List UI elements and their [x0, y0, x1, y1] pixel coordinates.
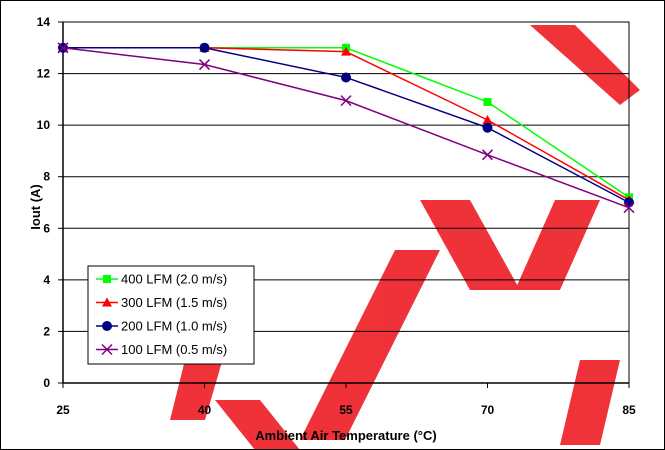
legend-item: 300 LFM (1.5 m/s): [96, 295, 227, 310]
x-tick-label: 70: [481, 403, 495, 417]
y-tick-label: 4: [43, 273, 50, 287]
legend-item: 100 LFM (0.5 m/s): [96, 342, 227, 357]
legend-box: [87, 265, 255, 365]
data-point: [483, 97, 492, 106]
x-tick-label: 55: [339, 403, 353, 417]
data-point: [623, 202, 635, 214]
data-point: [57, 42, 69, 54]
data-point: [481, 149, 494, 161]
x-tick-labels: 25 40 55 70 85: [56, 403, 636, 417]
data-point: [341, 46, 351, 56]
x-tick-label: 85: [622, 403, 636, 417]
series-group: [57, 42, 635, 214]
legend-label: 400 LFM (2.0 m/s): [121, 272, 227, 287]
y-tick-label: 2: [43, 324, 50, 338]
data-point: [199, 42, 210, 53]
y-tick-label: 0: [43, 376, 50, 390]
legend-marker: [102, 297, 112, 307]
legend-label: 100 LFM (0.5 m/s): [121, 342, 227, 357]
legend-item: 200 LFM (1.0 m/s): [96, 319, 227, 334]
legend-marker: [103, 275, 111, 283]
y-tick-label: 8: [43, 170, 50, 184]
x-tick-label: 25: [56, 403, 70, 417]
legend-label: 300 LFM (1.5 m/s): [121, 295, 227, 310]
data-point: [340, 95, 352, 107]
x-tick-label: 40: [198, 403, 212, 417]
legend-item: 400 LFM (2.0 m/s): [96, 272, 227, 287]
legend-marker: [102, 321, 112, 331]
data-point: [482, 114, 493, 124]
legend-marker: [101, 343, 113, 356]
y-tick-labels: 0 2 4 6 8 10 12 14: [37, 15, 51, 390]
y-tick-label: 10: [37, 118, 51, 132]
legend: 400 LFM (2.0 m/s) 300 LFM (1.5 m/s) 200 LF…: [87, 265, 255, 365]
series-3: [57, 42, 635, 214]
y-axis-label: Iout (A): [28, 184, 43, 229]
data-point: [482, 122, 493, 133]
y-tick-label: 6: [43, 221, 50, 235]
y-tick-label: 14: [37, 15, 51, 29]
data-point: [341, 72, 351, 83]
data-point: [198, 59, 211, 71]
y-tick-label: 12: [37, 67, 51, 81]
x-axis-label: Ambient Air Temperature (°C): [255, 428, 436, 443]
legend-label: 200 LFM (1.0 m/s): [121, 319, 227, 334]
